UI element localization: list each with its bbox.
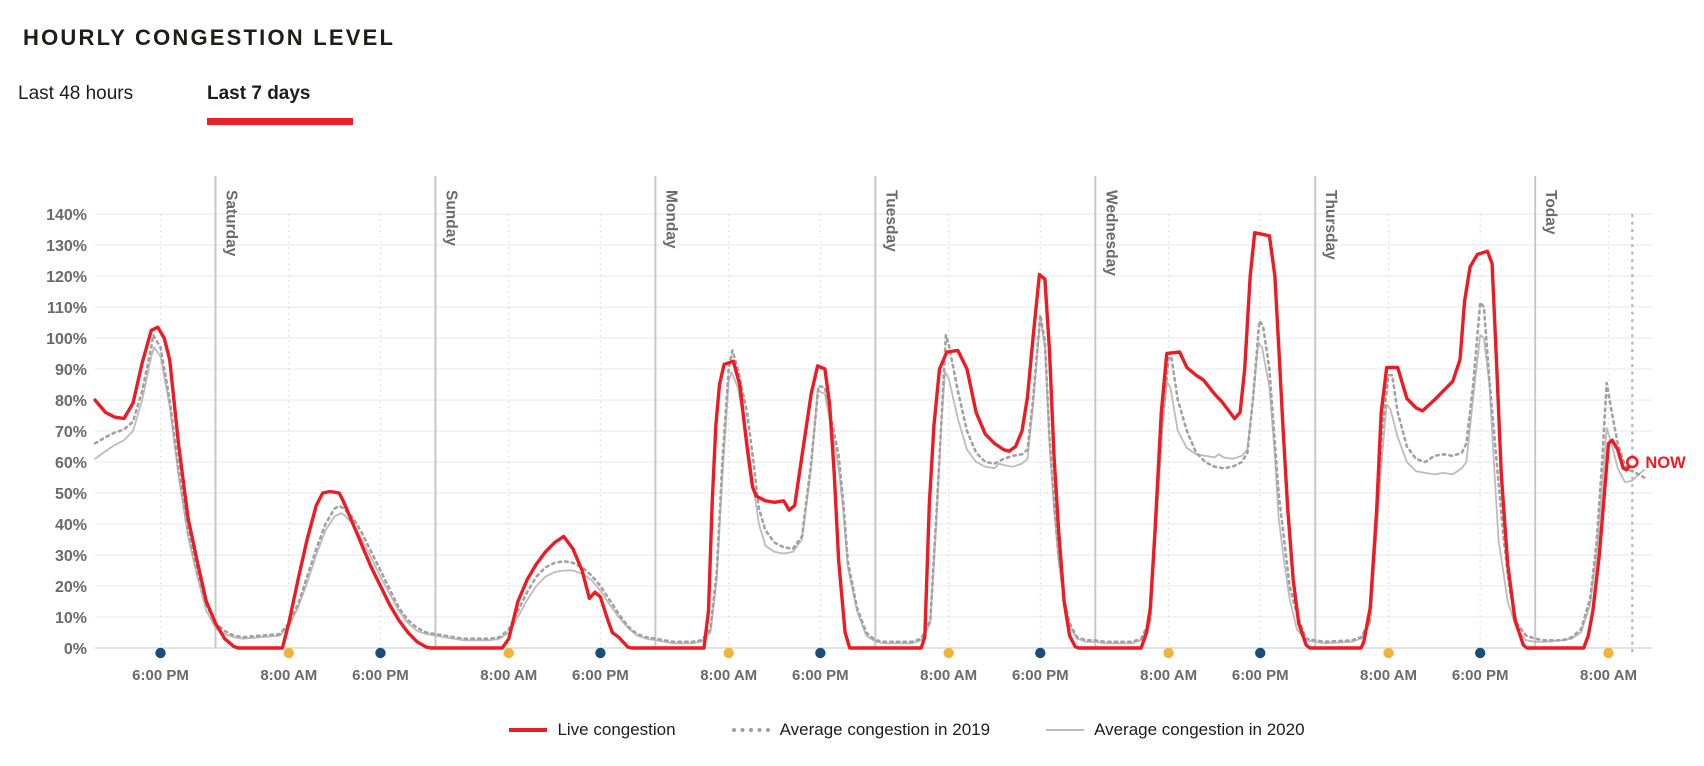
- time-tick-label: 8:00 AM: [920, 667, 977, 684]
- avg-2019-dotted-line-icon: [731, 728, 770, 732]
- day-label: Tuesday: [882, 190, 899, 252]
- now-marker: [1626, 455, 1639, 469]
- legend-label: Average congestion in 2020: [1094, 720, 1305, 739]
- time-tick-label: 6:00 PM: [352, 667, 409, 684]
- time-tick-label: 8:00 AM: [260, 667, 317, 684]
- time-dots: [155, 647, 1614, 659]
- evening-dot: [375, 647, 386, 659]
- y-tick-label: 140%: [46, 207, 87, 224]
- y-tick-label: 0%: [64, 641, 87, 658]
- time-tick-label: 6:00 PM: [572, 667, 629, 684]
- hour-lines: [159, 214, 1610, 648]
- day-markers: Saturday Sunday Monday Tuesday Wednesday Thur…: [214, 176, 1559, 648]
- y-tick-label: 100%: [46, 331, 87, 348]
- morning-dot: [943, 647, 954, 659]
- active-tab-underline: [207, 118, 353, 125]
- tab-last-48-hours[interactable]: Last 48 hours: [18, 83, 134, 104]
- morning-dot: [1383, 647, 1394, 659]
- time-tick-label: 8:00 AM: [1140, 667, 1197, 684]
- y-tick-label: 40%: [55, 517, 87, 534]
- y-tick-label: 60%: [55, 455, 87, 472]
- evening-dot: [815, 647, 826, 659]
- evening-dot: [1035, 647, 1046, 659]
- time-tick-label: 6:00 PM: [1232, 667, 1289, 684]
- time-tick-label: 8:00 AM: [700, 667, 757, 684]
- y-gridlines: [95, 213, 1652, 649]
- y-tick-label: 130%: [46, 238, 87, 255]
- legend-label: Average congestion in 2019: [779, 720, 991, 739]
- series-live-congestion: [93, 230, 1635, 650]
- day-label: Monday: [662, 190, 679, 249]
- y-tick-label: 50%: [55, 486, 87, 503]
- y-tick-label: 80%: [55, 393, 87, 410]
- legend-item-avg-2020: Average congestion in 2020: [1046, 720, 1305, 740]
- avg-2020-line-icon: [1046, 729, 1085, 731]
- now-label: NOW: [1645, 454, 1686, 472]
- y-tick-label: 90%: [55, 362, 87, 379]
- time-tick-label: 6:00 PM: [1012, 667, 1069, 684]
- day-label: Sunday: [442, 190, 459, 246]
- day-label: Saturday: [223, 190, 240, 257]
- time-tick-label: 8:00 AM: [480, 667, 537, 684]
- chart-legend: Live congestion Average congestion in 20…: [0, 720, 1704, 740]
- time-tick-label: 6:00 PM: [132, 667, 189, 684]
- live-congestion-line-icon: [509, 728, 548, 732]
- y-tick-label: 10%: [55, 610, 87, 627]
- x-axis-labels: 6:00 PM 8:00 AM 6:00 PM 8:00 AM 6:00 PM 8:00 …: [132, 667, 1637, 684]
- morning-dot: [283, 647, 295, 659]
- morning-dot: [1603, 647, 1614, 659]
- evening-dot: [1474, 647, 1486, 659]
- morning-dot: [503, 647, 514, 659]
- series-average-congestion-in-2020: [94, 316, 1646, 645]
- y-tick-label: 110%: [47, 300, 87, 317]
- day-label: Wednesday: [1102, 190, 1119, 276]
- time-tick-label: 8:00 AM: [1580, 667, 1637, 684]
- morning-dot: [723, 647, 734, 659]
- y-tick-label: 30%: [55, 548, 87, 565]
- legend-item-avg-2019: Average congestion in 2019: [731, 720, 991, 740]
- evening-dot: [155, 647, 166, 659]
- time-tick-label: 8:00 AM: [1360, 667, 1417, 684]
- day-label: Thursday: [1322, 190, 1339, 260]
- y-tick-label: 70%: [55, 424, 87, 441]
- y-tick-label: 120%: [46, 269, 87, 286]
- page-title: HOURLY CONGESTION LEVEL: [23, 24, 396, 50]
- y-axis-labels: 0% 10% 20% 30% 40% 50% 60% 70% 80% 90% 100% 110% 120…: [46, 207, 87, 658]
- evening-dot: [595, 647, 606, 659]
- time-tick-label: 6:00 PM: [1452, 667, 1509, 684]
- legend-label: Live congestion: [557, 720, 676, 739]
- legend-item-live: Live congestion: [509, 720, 676, 740]
- time-tick-label: 6:00 PM: [792, 667, 849, 684]
- evening-dot: [1255, 647, 1266, 659]
- day-label: Today: [1542, 190, 1559, 235]
- y-tick-label: 20%: [55, 579, 87, 596]
- tab-last-7-days[interactable]: Last 7 days: [207, 83, 311, 104]
- morning-dot: [1163, 647, 1174, 659]
- series-average-congestion-in-2019: [93, 301, 1646, 644]
